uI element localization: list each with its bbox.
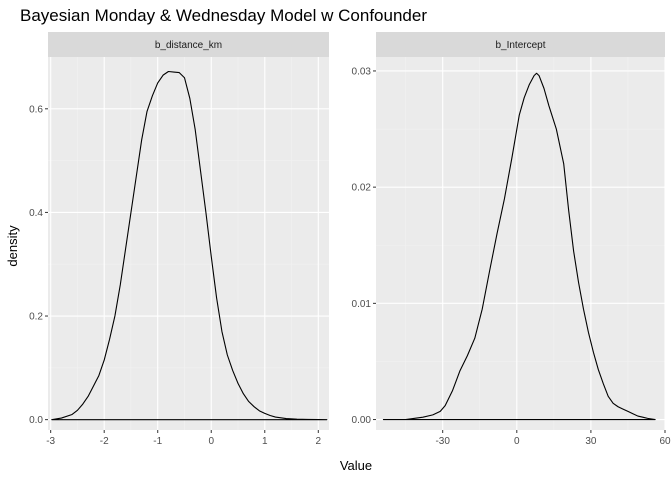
facet-strip-label: b_distance_km bbox=[155, 40, 222, 51]
density-curve bbox=[382, 72, 656, 421]
x-tick-label: -30 bbox=[435, 436, 450, 447]
x-tick-label: -3 bbox=[46, 436, 55, 447]
facet-panel-2: b_Intercept -30 0 30 60 0.00 0.01 0.02 0.03 bbox=[352, 32, 671, 447]
density-curve bbox=[51, 70, 328, 421]
x-axis-title: Value bbox=[340, 458, 372, 473]
x-tick-label: 0 bbox=[514, 436, 520, 447]
x-tick-label: 2 bbox=[316, 436, 322, 447]
facet-strip-label: b_Intercept bbox=[495, 40, 545, 51]
y-tick-label: 0.0 bbox=[29, 415, 43, 426]
facet-strip bbox=[376, 32, 665, 57]
chart-title: Bayesian Monday & Wednesday Model w Conf… bbox=[20, 6, 427, 25]
panel-background bbox=[376, 57, 665, 430]
y-tick-label: 0.00 bbox=[352, 415, 372, 426]
x-tick-label: -1 bbox=[153, 436, 162, 447]
x-tick-label: 60 bbox=[659, 436, 671, 447]
y-axis-title: density bbox=[5, 225, 20, 267]
x-tick-label: -2 bbox=[100, 436, 109, 447]
x-tick-label: 30 bbox=[585, 436, 597, 447]
x-tick-label: 1 bbox=[262, 436, 268, 447]
y-tick-label: 0.01 bbox=[352, 299, 372, 310]
y-tick-label: 0.6 bbox=[29, 104, 43, 115]
facet-strip bbox=[48, 32, 329, 57]
facet-panel-1: b_distance_km -3 -2 -1 0 1 2 0.0 0.2 0.4 0.6 bbox=[29, 32, 329, 447]
y-tick-label: 0.4 bbox=[29, 208, 43, 219]
y-tick-label: 0.03 bbox=[352, 66, 372, 77]
panels-group: b_distance_km -3 -2 -1 0 1 2 0.0 0.2 0.4 0.6 b_Inte… bbox=[29, 32, 671, 447]
x-tick-label: 0 bbox=[208, 436, 214, 447]
panel-background bbox=[48, 57, 329, 430]
y-tick-label: 0.2 bbox=[29, 312, 43, 323]
y-tick-label: 0.02 bbox=[352, 183, 372, 194]
